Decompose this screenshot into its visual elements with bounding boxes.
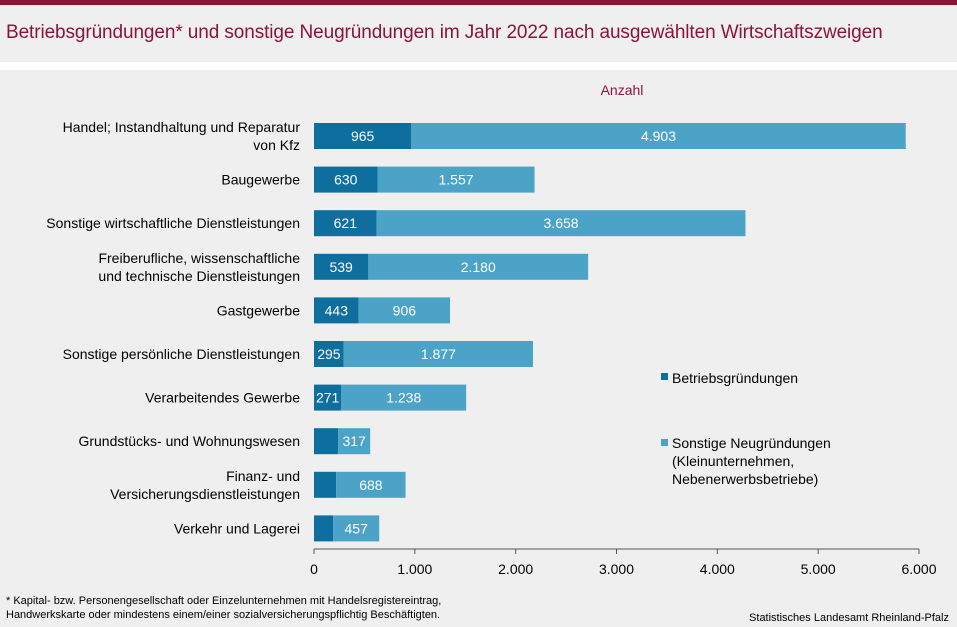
x-tick-label: 1.000 bbox=[397, 561, 432, 577]
legend-label-sonstige-neugruendungen: Nebenerwerbsbetriebe) bbox=[672, 471, 818, 487]
bar-sonstige-neugruendungen bbox=[377, 166, 535, 193]
bar-sonstige-neugruendungen bbox=[338, 428, 371, 455]
data-label-sonstige-neugruendungen: 3.658 bbox=[544, 215, 579, 231]
bar-sonstige-neugruendungen bbox=[376, 210, 746, 237]
bar-sonstige-neugruendungen bbox=[343, 341, 534, 367]
category-label: Grundstücks- und Wohnungswesen bbox=[78, 433, 300, 449]
data-label-sonstige-neugruendungen: 1.877 bbox=[421, 346, 456, 362]
data-label-sonstige-neugruendungen: 457 bbox=[345, 520, 369, 536]
x-tick-label: 0 bbox=[310, 561, 318, 577]
bar-sonstige-neugruendungen bbox=[341, 384, 467, 411]
data-label-betriebsgruendungen: 621 bbox=[334, 215, 358, 231]
bar-betriebsgruendungen bbox=[314, 166, 378, 193]
data-label-betriebsgruendungen: 443 bbox=[325, 302, 349, 318]
category-label: und technische Dienstleistungen bbox=[98, 268, 300, 284]
top-accent-bar bbox=[0, 0, 957, 5]
data-label-betriebsgruendungen: 630 bbox=[334, 172, 358, 188]
bar-betriebsgruendungen bbox=[314, 123, 412, 149]
bar-sonstige-neugruendungen bbox=[358, 297, 451, 324]
data-label-betriebsgruendungen: 295 bbox=[317, 346, 341, 362]
footnote: * Kapital- bzw. Personengesellschaft ode… bbox=[6, 594, 441, 622]
bar-betriebsgruendungen bbox=[314, 471, 337, 498]
legend-label-sonstige-neugruendungen: (Kleinunternehmen, bbox=[672, 453, 794, 469]
category-label: Verkehr und Lagerei bbox=[174, 520, 300, 536]
bar-sonstige-neugruendungen bbox=[333, 515, 380, 542]
data-label-sonstige-neugruendungen: 1.238 bbox=[386, 390, 421, 406]
title-divider bbox=[0, 62, 957, 70]
bar-sonstige-neugruendungen bbox=[336, 471, 406, 498]
data-label-betriebsgruendungen: 271 bbox=[316, 390, 340, 406]
x-tick-label: 2.000 bbox=[498, 561, 533, 577]
category-label: Versicherungsdienstleistungen bbox=[110, 486, 300, 502]
bar-sonstige-neugruendungen bbox=[411, 123, 906, 149]
legend-label-betriebsgruendungen: Betriebsgründungen bbox=[672, 370, 798, 386]
bar-betriebsgruendungen bbox=[314, 515, 334, 542]
category-label: Sonstige persönliche Dienstleistungen bbox=[63, 346, 300, 362]
legend-swatch-sonstige-neugruendungen bbox=[661, 439, 668, 446]
data-label-sonstige-neugruendungen: 317 bbox=[343, 433, 367, 449]
data-label-sonstige-neugruendungen: 4.903 bbox=[641, 128, 676, 144]
data-label-sonstige-neugruendungen: 906 bbox=[393, 302, 417, 318]
data-label-betriebsgruendungen: 965 bbox=[351, 128, 375, 144]
x-tick-label: 5.000 bbox=[801, 561, 836, 577]
category-label: Baugewerbe bbox=[221, 172, 300, 188]
legend-swatch-betriebsgruendungen bbox=[661, 373, 668, 380]
category-label: von Kfz bbox=[253, 137, 300, 153]
data-label-sonstige-neugruendungen: 2.180 bbox=[461, 259, 496, 275]
footnote-line-1: * Kapital- bzw. Personengesellschaft ode… bbox=[6, 595, 442, 607]
data-label-sonstige-neugruendungen: 1.557 bbox=[439, 172, 474, 188]
bar-betriebsgruendungen bbox=[314, 341, 344, 367]
footnote-line-2: Handwerkskarte oder mindestens einem/ein… bbox=[6, 609, 441, 621]
bar-betriebsgruendungen bbox=[314, 384, 342, 411]
bar-betriebsgruendungen bbox=[314, 253, 369, 280]
bar-sonstige-neugruendungen bbox=[368, 253, 589, 280]
x-tick-label: 6.000 bbox=[901, 561, 936, 577]
category-label: Sonstige wirtschaftliche Dienstleistunge… bbox=[46, 215, 300, 231]
source-credit: Statistisches Landesamt Rheinland-Pfalz bbox=[749, 612, 949, 624]
category-label: Freiberufliche, wissenschaftliche bbox=[98, 250, 300, 266]
bar-betriebsgruendungen bbox=[314, 297, 359, 324]
unit-label: Anzahl bbox=[601, 82, 644, 98]
legend-label-sonstige-neugruendungen: Sonstige Neugründungen bbox=[672, 435, 831, 451]
chart-title: Betriebsgründungen* und sonstige Neugrün… bbox=[6, 22, 883, 43]
bar-betriebsgruendungen bbox=[314, 210, 377, 237]
x-tick-label: 3.000 bbox=[599, 561, 634, 577]
bar-betriebsgruendungen bbox=[314, 428, 339, 455]
x-tick-label: 4.000 bbox=[700, 561, 735, 577]
data-label-betriebsgruendungen: 539 bbox=[329, 259, 353, 275]
category-label: Gastgewerbe bbox=[217, 302, 300, 318]
category-label: Finanz- und bbox=[226, 468, 300, 484]
data-label-sonstige-neugruendungen: 688 bbox=[359, 477, 383, 493]
category-label: Handel; Instandhaltung und Reparatur bbox=[63, 119, 301, 135]
category-label: Verarbeitendes Gewerbe bbox=[145, 390, 300, 406]
